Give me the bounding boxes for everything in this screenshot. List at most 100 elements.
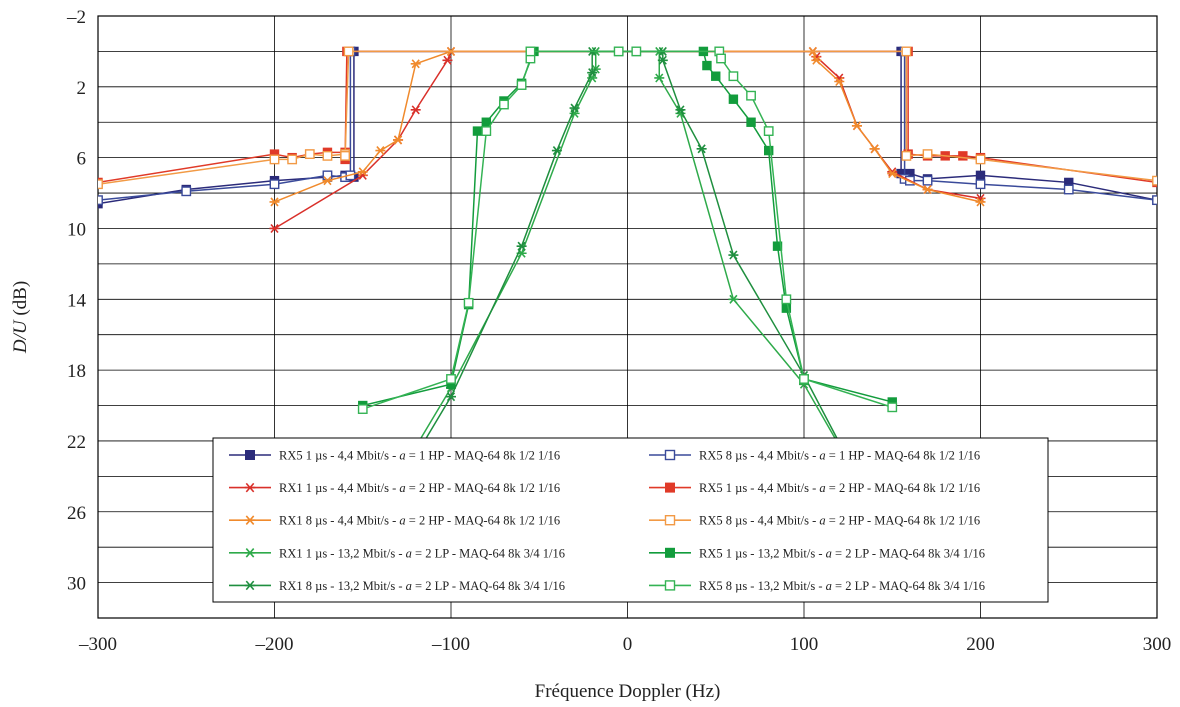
- y-tick-label: 26: [67, 503, 86, 524]
- plot-frame: [97, 15, 1158, 619]
- data-point: [781, 294, 792, 305]
- x-axis-title: Fréquence Doppler (Hz): [535, 681, 721, 702]
- data-point: [516, 80, 527, 90]
- data-point: [772, 241, 783, 251]
- data-point: [322, 150, 333, 161]
- data-point: [269, 179, 280, 190]
- data-point: [1152, 175, 1157, 186]
- legend: RX5 1 µs - 4,4 Mbit/s - a = 1 HP - MAQ-6…: [212, 437, 1049, 603]
- legend-item: RX1 8 µs - 4,4 Mbit/s - a = 2 HP - MAQ-6…: [229, 514, 560, 528]
- data-point: [1152, 195, 1157, 206]
- data-point: [569, 103, 580, 113]
- data-point: [664, 449, 676, 461]
- data-point: [244, 515, 256, 525]
- data-point: [958, 151, 968, 161]
- legend-item: RX5 8 µs - 4,4 Mbit/s - a = 2 HP - MAQ-6…: [649, 514, 980, 528]
- legend-label: RX5 1 µs - 4,4 Mbit/s - a = 1 HP - MAQ-6…: [279, 449, 560, 463]
- legend-item: RX5 1 µs - 4,4 Mbit/s - a = 1 HP - MAQ-6…: [229, 449, 560, 463]
- data-point: [728, 94, 739, 104]
- data-point: [716, 53, 726, 64]
- data-point: [587, 68, 598, 78]
- data-point: [244, 548, 256, 558]
- y-tick-label: 10: [67, 219, 86, 240]
- legend-label: RX5 8 µs - 4,4 Mbit/s - a = 1 HP - MAQ-6…: [699, 449, 980, 463]
- legend-label: RX5 8 µs - 13,2 Mbit/s - a = 2 LP - MAQ-…: [699, 579, 985, 593]
- data-point: [410, 105, 421, 115]
- data-point: [746, 117, 756, 127]
- data-point: [244, 482, 256, 493]
- legend-label: RX1 8 µs - 4,4 Mbit/s - a = 2 HP - MAQ-6…: [279, 514, 560, 528]
- legend-label: RX1 1 µs - 13,2 Mbit/s - a = 2 LP - MAQ-…: [279, 546, 565, 560]
- data-point: [516, 241, 527, 251]
- x-tick-label: 200: [966, 634, 995, 655]
- y-tick-label: 18: [67, 361, 86, 382]
- data-point: [764, 145, 774, 156]
- data-point: [728, 71, 739, 82]
- y-axis-title: D/U (dB): [10, 281, 31, 354]
- data-point: [887, 402, 898, 413]
- data-point: [834, 76, 845, 87]
- data-point: [181, 186, 192, 197]
- data-point: [463, 297, 474, 308]
- x-axis-ticks: –300 –200 –100 0 100 200 300: [78, 634, 1171, 655]
- data-point: [551, 146, 562, 156]
- data-point: [869, 144, 880, 154]
- data-point: [728, 250, 739, 260]
- data-point: [696, 144, 707, 154]
- legend-label: RX5 8 µs - 4,4 Mbit/s - a = 2 HP - MAQ-6…: [699, 514, 980, 528]
- data-point: [613, 46, 624, 57]
- legend-item: RX5 1 µs - 13,2 Mbit/s - a = 2 LP - MAQ-…: [649, 546, 985, 560]
- data-point: [442, 55, 453, 65]
- x-tick-label: 0: [623, 634, 633, 655]
- legend-label: RX1 1 µs - 4,4 Mbit/s - a = 2 HP - MAQ-6…: [279, 481, 560, 495]
- data-point: [244, 580, 256, 591]
- data-point: [481, 117, 492, 127]
- data-point: [269, 197, 280, 207]
- data-point: [975, 154, 986, 165]
- data-point: [1063, 184, 1074, 195]
- data-point: [499, 99, 509, 110]
- data-point: [410, 59, 421, 69]
- data-point: [922, 184, 933, 195]
- data-point: [472, 126, 483, 136]
- data-point: [665, 482, 675, 493]
- data-point: [811, 55, 822, 65]
- legend-item: RX5 8 µs - 4,4 Mbit/s - a = 1 HP - MAQ-6…: [649, 449, 980, 463]
- data-point: [343, 46, 354, 57]
- y-tick-label: 2: [77, 78, 87, 99]
- data-point: [799, 374, 809, 384]
- legend-item: RX1 1 µs - 4,4 Mbit/s - a = 2 HP - MAQ-6…: [229, 481, 560, 495]
- legend-label: RX1 8 µs - 13,2 Mbit/s - a = 2 LP - MAQ-…: [279, 579, 565, 593]
- series-layer: [98, 46, 1157, 490]
- data-point: [851, 121, 862, 131]
- legend-label: RX5 1 µs - 4,4 Mbit/s - a = 2 HP - MAQ-6…: [699, 481, 980, 495]
- data-point: [664, 515, 676, 526]
- data-point: [702, 60, 712, 71]
- x-tick-label: –300: [78, 634, 117, 655]
- legend-box: [212, 437, 1049, 603]
- series-line: [362, 50, 893, 410]
- data-point: [975, 197, 986, 207]
- data-point: [269, 154, 280, 165]
- x-tick-label: 300: [1143, 634, 1172, 655]
- legend-item: RX1 8 µs - 13,2 Mbit/s - a = 2 LP - MAQ-…: [229, 579, 565, 593]
- data-point: [357, 404, 368, 414]
- data-point: [975, 179, 986, 190]
- data-point: [901, 46, 912, 57]
- data-point: [269, 223, 280, 233]
- data-point: [446, 374, 456, 384]
- y-tick-label: 22: [67, 432, 86, 453]
- data-point: [922, 175, 933, 186]
- legend-item: RX5 1 µs - 4,4 Mbit/s - a = 2 HP - MAQ-6…: [649, 481, 980, 495]
- y-tick-label: 14: [67, 290, 87, 311]
- data-point: [887, 169, 898, 179]
- x-tick-label: 100: [790, 634, 819, 655]
- data-point: [98, 195, 103, 206]
- data-point: [340, 150, 350, 161]
- series-6: [98, 46, 1157, 190]
- data-point: [763, 126, 774, 136]
- x-tick-label: –200: [255, 634, 294, 655]
- data-point: [446, 392, 456, 402]
